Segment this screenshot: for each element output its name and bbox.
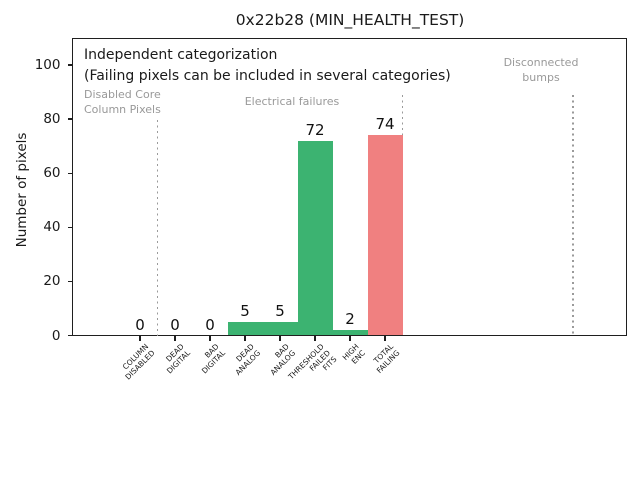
x-tick-mark-1 — [174, 335, 176, 341]
x-tick-label-0: COLUMN DISABLED — [120, 342, 157, 382]
plot-area — [72, 38, 627, 336]
x-tick-mark-7 — [384, 335, 386, 341]
x-tick-mark-2 — [209, 335, 211, 341]
bar-value-label-7: 74 — [375, 115, 395, 134]
bar-4 — [262, 321, 298, 336]
group-label-disconnected-bumps: Disconnected bumps — [503, 56, 579, 84]
bar-value-label-4: 5 — [275, 301, 285, 320]
x-tick-label-1: DEAD DIGITAL — [163, 342, 192, 376]
x-tick-label-6: HIGH ENC — [340, 342, 367, 366]
bar-3 — [227, 321, 263, 336]
x-tick-label-7: TOTAL FAILING — [372, 342, 402, 376]
x-tick-mark-5 — [314, 335, 316, 341]
annotation-failing-pixels-note: (Failing pixels can be included in sever… — [84, 68, 451, 84]
x-tick-label-3: DEAD ANALOG — [233, 342, 262, 378]
y-tick-label-5: 100 — [34, 57, 61, 74]
y-tick-mark-3 — [67, 172, 73, 174]
x-tick-mark-3 — [244, 335, 246, 341]
x-tick-mark-6 — [349, 335, 351, 341]
y-tick-mark-4 — [67, 118, 73, 120]
bar-value-label-2: 0 — [205, 315, 215, 334]
y-tick-label-2: 40 — [43, 219, 61, 236]
group-label-disabled-core-column-pixels: Disabled Core Column Pixels — [84, 88, 161, 116]
y-tick-label-3: 60 — [43, 165, 61, 182]
group-label-electrical-failures: Electrical failures — [244, 95, 340, 108]
group-separator-0 — [156, 120, 159, 336]
y-tick-mark-0 — [67, 334, 73, 337]
x-tick-mark-0 — [139, 335, 141, 341]
group-separator-2 — [572, 95, 574, 336]
annotation-independent-categorization: Independent categorization — [84, 47, 278, 63]
y-tick-label-4: 80 — [43, 111, 61, 128]
y-tick-mark-2 — [67, 226, 73, 228]
y-tick-label-1: 20 — [43, 273, 61, 290]
bar-7 — [367, 135, 403, 336]
chart-title: 0x22b28 (MIN_HEALTH_TEST) — [235, 11, 465, 29]
bar-value-label-3: 5 — [240, 301, 250, 320]
bar-value-label-5: 72 — [305, 120, 325, 139]
x-tick-mark-4 — [279, 335, 281, 341]
x-tick-label-2: BAD DIGITAL — [199, 342, 227, 376]
y-tick-label-0: 0 — [51, 327, 61, 344]
bar-value-label-1: 0 — [170, 315, 180, 334]
bar-value-label-6: 2 — [345, 310, 355, 329]
y-tick-mark-5 — [67, 64, 73, 66]
y-tick-mark-1 — [67, 280, 73, 283]
bar-6 — [332, 330, 368, 336]
bar-value-label-0: 0 — [135, 315, 145, 334]
bar-5 — [297, 140, 333, 336]
